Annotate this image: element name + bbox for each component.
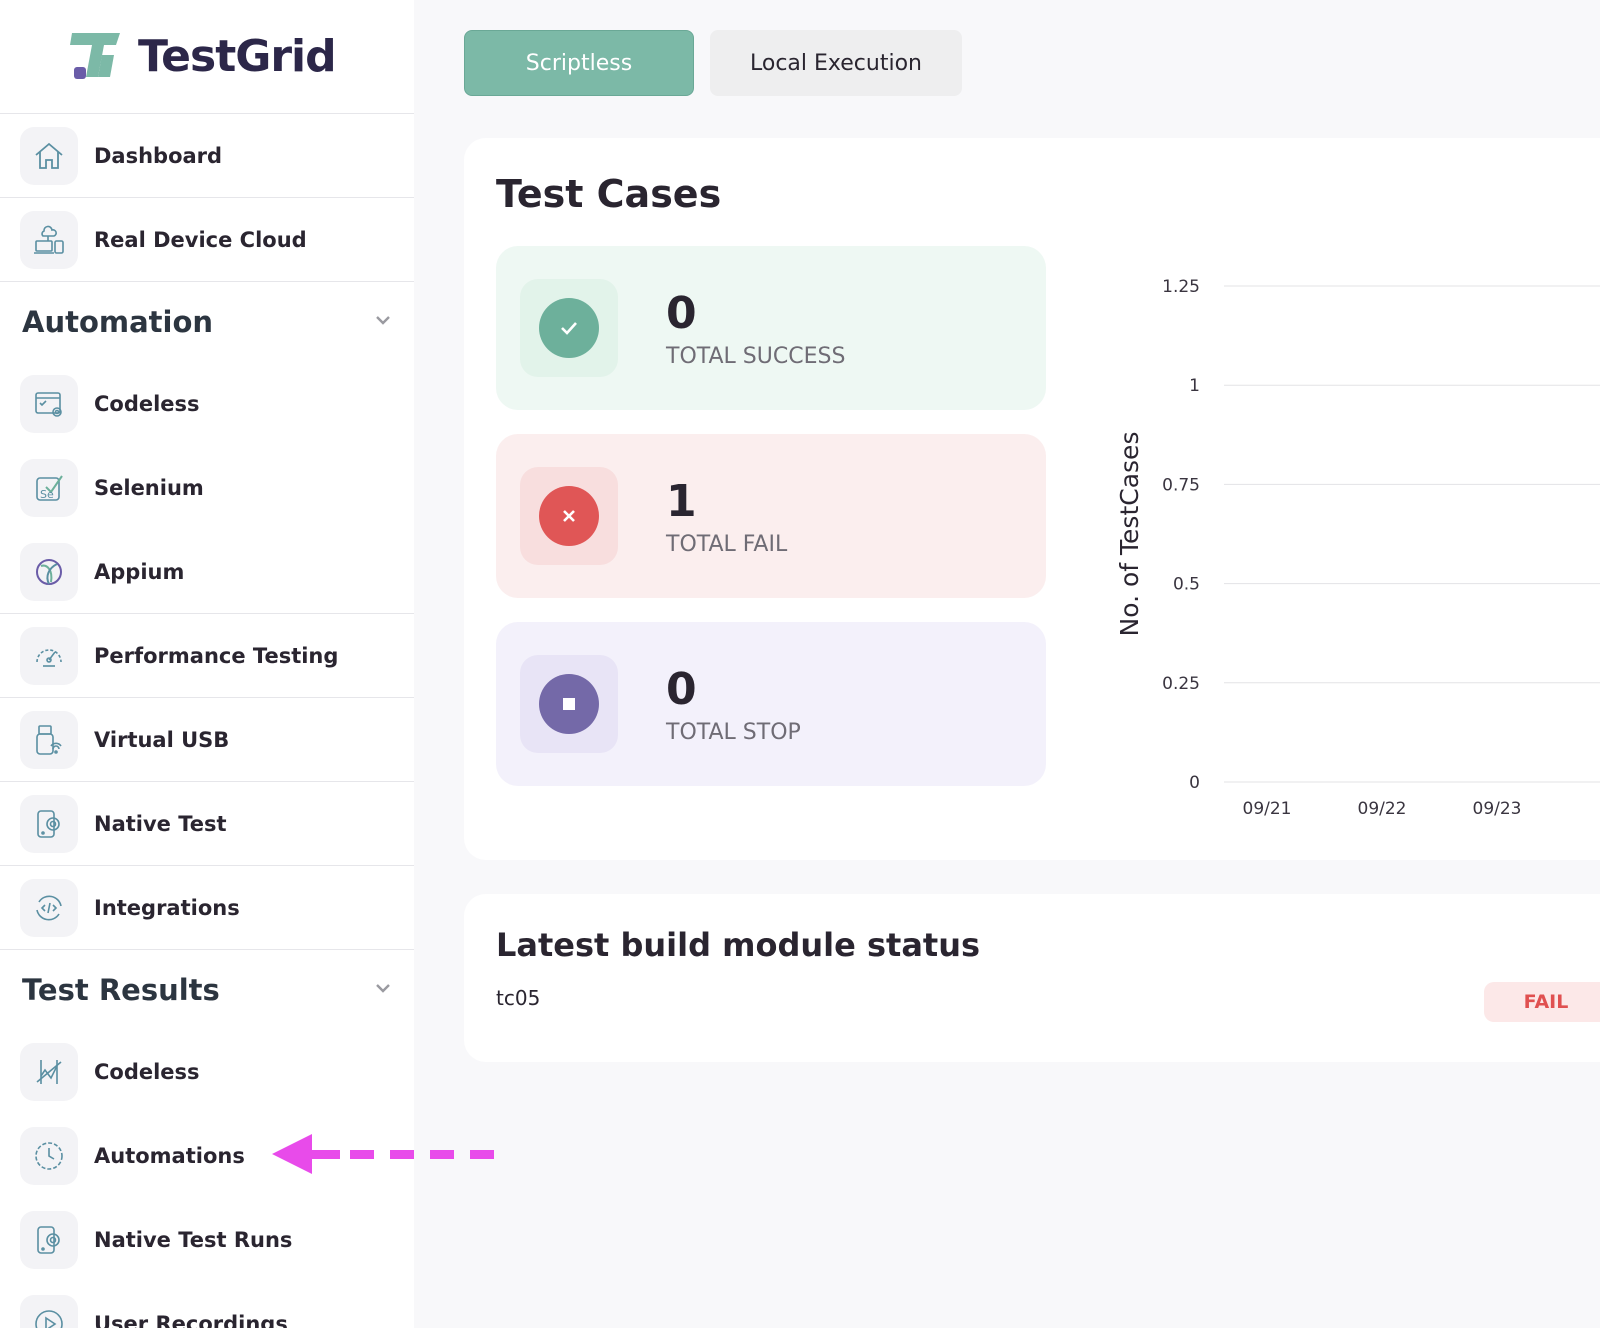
section-title: Automation [22,305,214,339]
x-tick-label: 09/21 [1243,799,1292,819]
sidebar-item-label: Integrations [94,895,240,920]
sidebar-item-label: Dashboard [94,143,223,168]
stat-icon-box [520,655,618,753]
stat-label: TOTAL FAIL [666,531,788,557]
selenium-icon: Se [20,459,78,517]
play-icon [20,1295,78,1328]
chart-svg: 1.25 1 0.75 0.5 0.25 0 09/21 09/22 09/23 No. of T… [1115,277,1600,819]
sidebar-item-selenium[interactable]: Se Selenium [0,446,414,530]
chevron-down-icon[interactable] [372,977,394,1004]
build-module-name[interactable]: tc05 [496,986,541,1010]
sidebar-item-label: Selenium [94,476,204,500]
home-icon [20,126,78,185]
y-tick-label: 0.75 [1162,475,1200,495]
test-results-section-header[interactable]: Test Results [0,950,414,1030]
sidebar-item-label: Real Device Cloud [94,227,307,252]
sidebar-item-label: Appium [94,559,185,584]
sidebar-item-virtual-usb[interactable]: Virtual USB [0,698,414,782]
sidebar-item-integrations[interactable]: Integrations [0,866,414,950]
native-test-runs-icon [20,1211,78,1269]
y-tick-label: 0.25 [1162,674,1200,694]
automation-section-header[interactable]: Automation [0,282,414,362]
card-title: Test Cases [496,172,722,216]
svg-text:Se: Se [40,488,54,501]
native-test-icon [20,794,78,853]
usb-icon [20,710,78,769]
testgrid-logo-icon [70,32,120,79]
sidebar-item-label: Codeless [94,392,200,416]
sidebar-item-native-test-runs[interactable]: Native Test Runs [0,1198,414,1282]
sidebar-item-label: Native Test Runs [94,1228,293,1252]
sidebar-item-automations[interactable]: Automations [0,1114,414,1198]
sidebar-item-performance-testing[interactable]: Performance Testing [0,614,414,698]
sidebar-item-label: Native Test [94,811,227,836]
x-tick-label: 09/23 [1473,799,1522,819]
sidebar-item-label: Virtual USB [94,727,230,752]
sidebar-item-native-test[interactable]: Native Test [0,782,414,866]
y-tick-label: 1 [1189,376,1200,396]
sidebar-item-label: User Recordings [94,1312,288,1328]
stat-total-stop: 0 TOTAL STOP [496,622,1046,786]
section-title: Test Results [22,973,220,1007]
sidebar-item-real-device-cloud[interactable]: Real Device Cloud [0,198,414,282]
clock-icon [20,1127,78,1185]
sidebar-item-appium[interactable]: Appium [0,530,414,614]
stat-label: TOTAL SUCCESS [666,343,846,369]
card-title: Latest build module status [496,926,981,964]
sidebar-item-label: Performance Testing [94,643,339,668]
stat-label: TOTAL STOP [666,719,801,745]
close-icon [539,486,599,546]
x-tick-label: 09/22 [1358,799,1407,819]
y-tick-label: 0 [1189,773,1200,793]
chevron-down-icon[interactable] [372,309,394,336]
test-cases-card: Test Cases 0 TOTAL SUCCESS 1 TOTAL FAIL [464,138,1600,860]
tab-local-execution[interactable]: Local Execution [710,30,962,96]
y-tick-label: 0.5 [1173,575,1200,595]
codeless-results-icon [20,1043,78,1101]
stat-total-success: 0 TOTAL SUCCESS [496,246,1046,410]
stat-value: 0 [666,287,697,339]
sidebar: TestGrid Dashboard Real Device Cloud Aut… [0,0,414,1328]
status-badge: FAIL [1484,982,1600,1022]
stat-icon-box [520,467,618,565]
y-axis-label: No. of TestCases [1115,432,1144,637]
speedometer-icon [20,626,78,685]
check-icon [539,298,599,358]
tab-scriptless[interactable]: Scriptless [464,30,694,96]
device-cloud-icon [20,210,78,269]
appium-icon [20,542,78,601]
integrations-icon [20,878,78,937]
test-cases-chart: 1.25 1 0.75 0.5 0.25 0 09/21 09/22 09/23 No. of T… [1084,238,1600,819]
y-tick-label: 1.25 [1162,277,1200,297]
sidebar-item-dashboard[interactable]: Dashboard [0,114,414,198]
brand-logo[interactable]: TestGrid [0,0,414,114]
sidebar-item-label: Automations [94,1144,245,1168]
mode-tabs: Scriptless Local Execution [464,30,962,96]
stop-icon [539,674,599,734]
brand-name: TestGrid [138,31,337,82]
codeless-icon [20,375,78,433]
latest-build-card: Latest build module status tc05 FAIL [464,894,1600,1062]
sidebar-item-user-recordings[interactable]: User Recordings [0,1282,414,1328]
stat-total-fail: 1 TOTAL FAIL [496,434,1046,598]
stat-value: 1 [666,475,697,527]
annotation-arrow-icon [272,1134,494,1174]
stat-value: 0 [666,663,697,715]
sidebar-item-label: Codeless [94,1060,200,1084]
stat-icon-box [520,279,618,377]
sidebar-item-codeless-results[interactable]: Codeless [0,1030,414,1114]
sidebar-item-codeless[interactable]: Codeless [0,362,414,446]
